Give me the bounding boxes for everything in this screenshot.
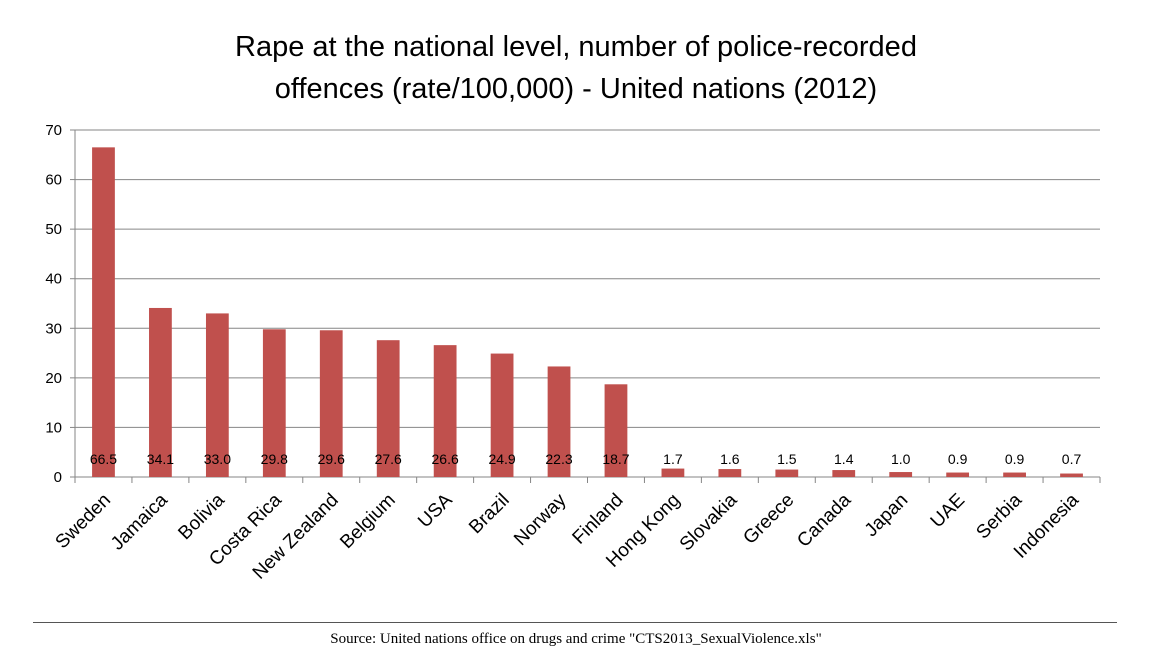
bar: [205, 313, 229, 477]
y-tick-label: 20: [45, 370, 62, 387]
bars: [92, 147, 1083, 477]
bar: [775, 469, 799, 477]
bar: [92, 147, 115, 477]
data-label: 27.6: [375, 451, 402, 467]
x-category-label: UAE: [927, 490, 969, 532]
y-tick-label: 70: [45, 122, 62, 139]
data-label: 0.7: [1062, 451, 1082, 467]
data-label: 0.9: [948, 451, 968, 467]
x-category-label: Belgium: [336, 490, 399, 553]
data-label: 34.1: [147, 451, 174, 467]
bar: [376, 340, 400, 477]
bar: [946, 472, 970, 477]
bar: [832, 470, 856, 477]
data-label: 1.4: [834, 451, 854, 467]
bar: [262, 329, 286, 477]
x-category-label: Sweden: [52, 490, 115, 553]
data-label: 1.7: [663, 451, 683, 467]
data-label: 0.9: [1005, 451, 1025, 467]
bar: [1060, 473, 1083, 477]
data-label: 33.0: [204, 451, 231, 467]
x-category-label: Jamaica: [107, 489, 172, 554]
data-label: 66.5: [90, 451, 117, 467]
data-label: 1.6: [720, 451, 740, 467]
chart-title-line-1: Rape at the national level, number of po…: [235, 31, 917, 63]
source-divider: [33, 622, 1117, 623]
bar: [547, 366, 571, 477]
y-tick-labels: 0 10 20 30 40 50 60 70: [45, 122, 62, 486]
x-category-label: Greece: [739, 490, 798, 549]
bar: [433, 345, 457, 477]
x-category-label: Japan: [861, 490, 912, 541]
data-labels: 66.5 34.1 33.0 29.8 29.6 27.6 26.6 24.9 22.3 18.7…: [90, 451, 1082, 467]
y-tick-label: 40: [45, 271, 62, 288]
chart-title-line-2: offences (rate/100,000) - United nations…: [274, 73, 878, 105]
x-category-label: Serbia: [972, 489, 1026, 543]
data-label: 1.0: [891, 451, 911, 467]
data-label: 26.6: [432, 451, 459, 467]
bar: [718, 469, 742, 477]
chart-title: Rape at the national level, number of po…: [0, 26, 1152, 110]
x-category-label: Canada: [793, 489, 855, 551]
bar: [661, 468, 685, 477]
source-note: Source: United nations office on drugs a…: [330, 631, 822, 647]
x-category-label: Norway: [510, 489, 571, 550]
y-tick-label: 50: [45, 221, 62, 238]
bar: [889, 472, 913, 477]
bar: [149, 307, 172, 477]
axes: [70, 129, 1101, 483]
data-label: 24.9: [488, 451, 515, 467]
y-tick-label: 10: [45, 419, 62, 436]
data-label: 29.6: [318, 451, 345, 467]
data-label: 18.7: [602, 451, 629, 467]
gridlines: [75, 129, 1100, 428]
x-category-label: Brazil: [465, 490, 513, 538]
y-tick-label: 0: [54, 469, 62, 486]
data-label: 1.5: [777, 451, 797, 467]
data-label: 22.3: [545, 451, 572, 467]
y-tick-label: 60: [45, 172, 62, 189]
data-label: 29.8: [261, 451, 288, 467]
y-tick-label: 30: [45, 320, 62, 337]
bar: [490, 353, 514, 477]
x-category-label: Bolivia: [174, 489, 229, 544]
bar: [604, 384, 628, 477]
bar-chart: 66.5 34.1 33.0 29.8 29.6 27.6 26.6 24.9 22.3 18.7…: [45, 122, 1101, 584]
bar: [319, 330, 343, 477]
bar: [1003, 472, 1026, 477]
x-category-label: Slovakia: [676, 489, 742, 555]
x-category-label: USA: [414, 489, 457, 532]
